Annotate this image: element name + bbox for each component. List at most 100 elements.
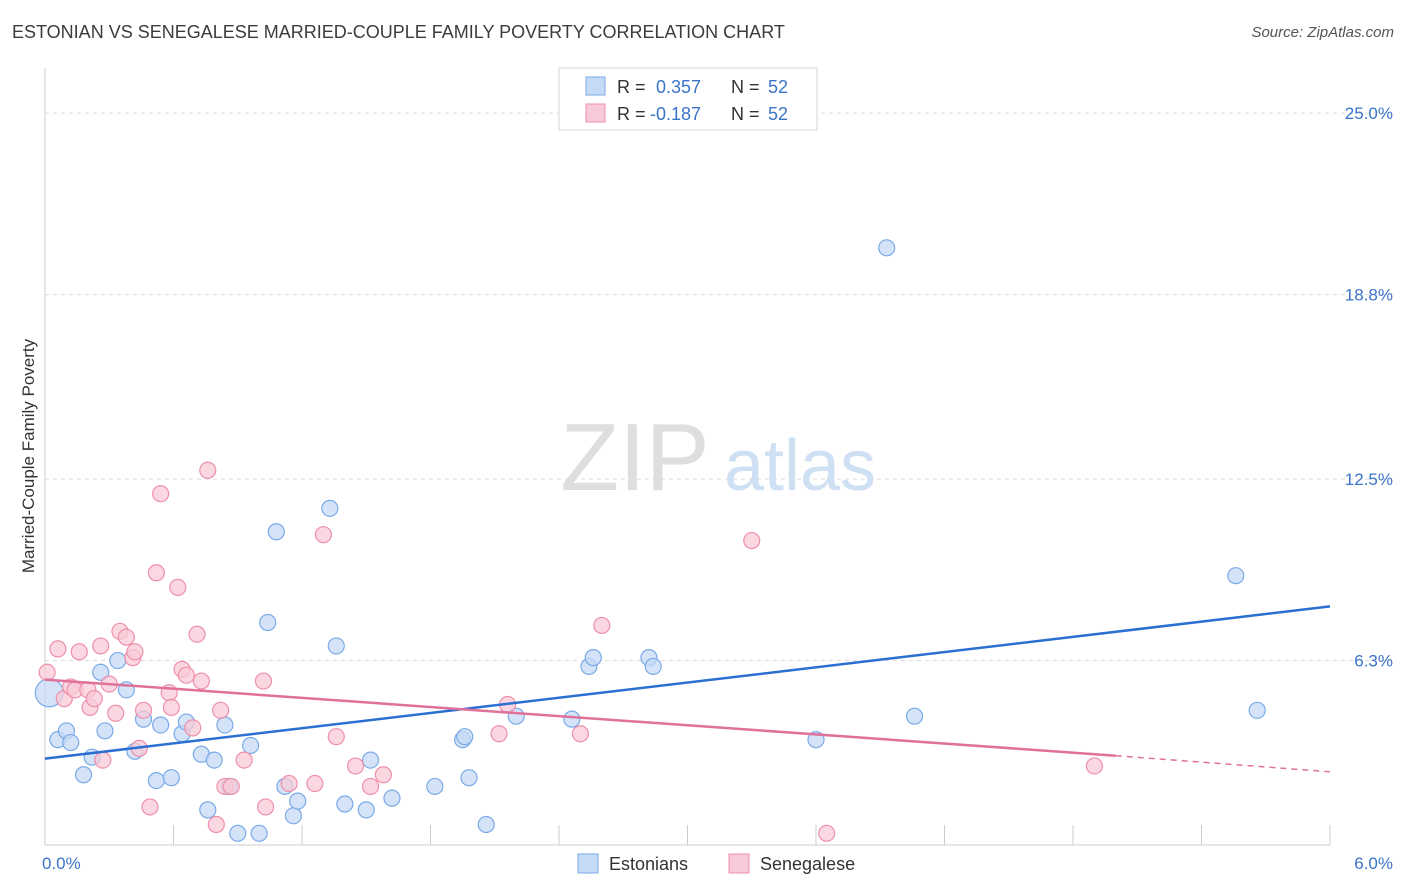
watermark-zip: ZIP bbox=[560, 404, 709, 511]
y-tick-label: 18.8% bbox=[1345, 286, 1393, 305]
estonian-point bbox=[460, 769, 478, 787]
bottom-legend-label-estonians: Estonians bbox=[609, 854, 688, 874]
legend-swatch-senegalese bbox=[585, 103, 606, 123]
senegalese-point bbox=[280, 774, 298, 793]
senegalese-point bbox=[593, 616, 611, 635]
senegalese-point bbox=[222, 777, 240, 796]
watermark: ZIP atlas bbox=[560, 404, 876, 511]
senegalese-point bbox=[107, 704, 125, 722]
legend-swatch-estonians bbox=[585, 76, 606, 96]
bottom-legend-swatch-senegalese bbox=[728, 853, 750, 874]
estonian-point bbox=[152, 716, 170, 734]
trend-layer bbox=[44, 605, 1331, 773]
estonian-point bbox=[109, 651, 127, 670]
estonian-point bbox=[92, 663, 110, 681]
estonian-point bbox=[327, 637, 345, 655]
estonian-point bbox=[426, 777, 444, 796]
estonian-point bbox=[96, 722, 114, 740]
estonian-point bbox=[250, 824, 268, 842]
senegalese-point bbox=[490, 725, 508, 743]
senegalese-point bbox=[117, 628, 135, 646]
y-tick-label: 12.5% bbox=[1345, 470, 1393, 489]
chart-title: ESTONIAN VS SENEGALESE MARRIED-COUPLE FA… bbox=[12, 22, 785, 42]
senegalese-point bbox=[346, 757, 365, 775]
legend-n-value-senegalese: 52 bbox=[768, 104, 788, 124]
senegalese-point bbox=[314, 526, 333, 544]
senegalese-point bbox=[571, 725, 590, 743]
senegalese-point bbox=[169, 578, 187, 596]
chart-source: Source: ZipAtlas.com bbox=[1251, 24, 1394, 41]
legend-n-label-estonians: N = bbox=[731, 77, 760, 97]
bottom-legend-swatch-estonians bbox=[577, 853, 599, 874]
estonian-point bbox=[229, 824, 247, 842]
estonian-point bbox=[644, 657, 662, 676]
bottom-legend-label-senegalese: Senegalese bbox=[760, 854, 855, 874]
x-tick-label-start: 0.0% bbox=[42, 854, 81, 873]
senegalese-point bbox=[38, 663, 56, 681]
legend-n-value-estonians: 52 bbox=[768, 77, 788, 97]
legend-r-value-estonians: 0.357 bbox=[656, 77, 701, 97]
estonian-point bbox=[361, 751, 380, 769]
estonian-point bbox=[477, 815, 495, 834]
senegalese-point bbox=[92, 637, 110, 655]
grid-layer bbox=[45, 112, 1392, 662]
senegalese-point bbox=[126, 643, 144, 661]
y-axis-label: Married-Couple Family Poverty bbox=[19, 338, 38, 573]
senegalese-point bbox=[70, 643, 88, 661]
senegalese-point bbox=[818, 824, 836, 842]
senegalese-point bbox=[152, 485, 170, 503]
estonian-trend-line bbox=[44, 605, 1331, 760]
estonian-point bbox=[1248, 701, 1266, 719]
senegalese-point bbox=[743, 531, 761, 550]
senegalese-point bbox=[374, 766, 392, 784]
senegalese-point bbox=[327, 728, 345, 746]
estonian-point bbox=[199, 801, 217, 819]
watermark-atlas: atlas bbox=[724, 426, 876, 506]
estonian-point bbox=[905, 707, 924, 725]
senegalese-point bbox=[85, 690, 103, 708]
senegalese-point bbox=[177, 666, 195, 684]
estonian-point bbox=[74, 766, 93, 784]
estonian-point bbox=[321, 499, 339, 517]
estonian-point bbox=[336, 795, 354, 813]
estonian-point bbox=[357, 801, 375, 819]
senegalese-point bbox=[1085, 757, 1104, 775]
estonian-point bbox=[563, 710, 581, 728]
estonian-point bbox=[62, 733, 80, 752]
senegalese-point bbox=[235, 751, 253, 769]
estonian-point bbox=[205, 751, 223, 769]
senegalese-point bbox=[134, 701, 153, 719]
x-tick-label-end: 6.0% bbox=[1354, 854, 1393, 873]
estonian-point bbox=[242, 736, 260, 755]
legend-r-label-estonians: R = bbox=[617, 77, 646, 97]
senegalese-point bbox=[94, 751, 112, 769]
senegalese-point bbox=[207, 815, 225, 834]
estonian-point bbox=[267, 523, 285, 541]
senegalese-point bbox=[361, 777, 380, 796]
legend-box: R = 0.357 N = 52 R = -0.187 N = 52 bbox=[558, 67, 818, 131]
estonian-point bbox=[1227, 567, 1245, 585]
y-tick-label: 6.3% bbox=[1354, 652, 1393, 671]
legend-r-label-senegalese: R = bbox=[617, 104, 646, 124]
estonian-point bbox=[383, 789, 401, 807]
senegalese-trend-line bbox=[44, 678, 1116, 757]
senegalese-point bbox=[184, 719, 202, 737]
y-tick-label: 25.0% bbox=[1345, 104, 1393, 123]
senegalese-point bbox=[199, 461, 217, 479]
senegalese-point bbox=[141, 798, 159, 816]
points-layer bbox=[34, 239, 1266, 842]
estonian-point bbox=[584, 649, 602, 667]
senegalese-point bbox=[212, 701, 230, 719]
estonian-point bbox=[147, 771, 165, 790]
legend-r-value-senegalese: -0.187 bbox=[650, 104, 701, 124]
estonian-point bbox=[878, 239, 896, 257]
bottom-legend: Estonians Senegalese bbox=[577, 853, 855, 874]
senegalese-trend-line-extension bbox=[1115, 754, 1331, 773]
senegalese-point bbox=[147, 564, 165, 582]
senegalese-point bbox=[254, 672, 273, 690]
senegalese-point bbox=[256, 798, 275, 816]
estonian-point bbox=[216, 716, 234, 734]
estonian-point bbox=[456, 728, 474, 746]
